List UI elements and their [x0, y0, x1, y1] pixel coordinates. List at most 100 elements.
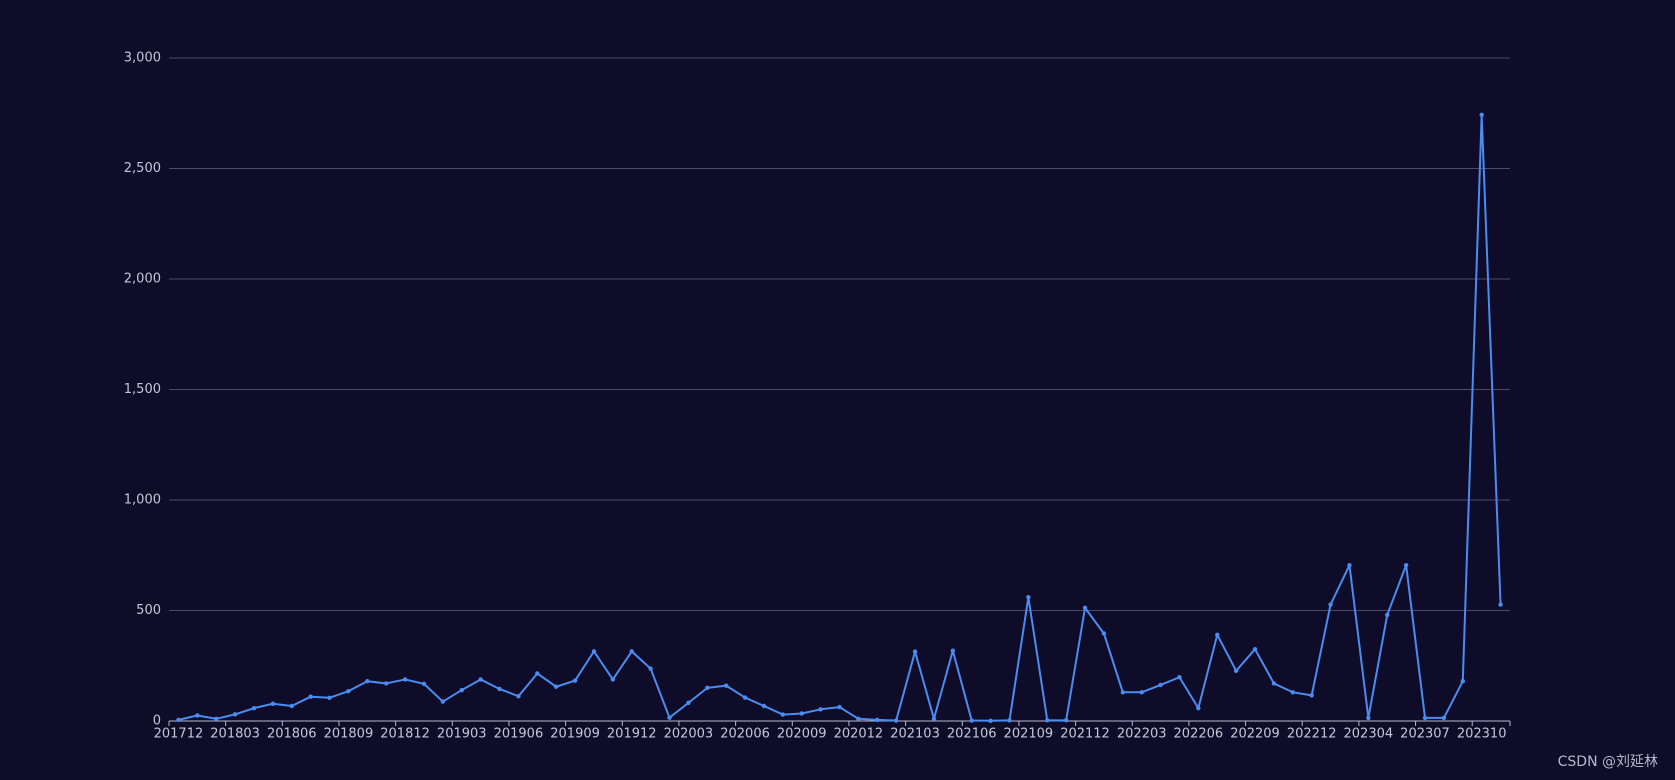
data-point: [421, 681, 427, 687]
y-tick-label: 2,000: [124, 272, 161, 287]
x-tick-label: 202203: [1117, 727, 1167, 742]
data-point: [648, 666, 653, 671]
data-point: [1007, 718, 1012, 723]
data-point: [1403, 562, 1409, 568]
data-point: [1479, 112, 1484, 117]
data-point: [251, 705, 257, 711]
data-point: [1441, 715, 1447, 721]
data-point: [214, 716, 219, 721]
data-point: [1082, 605, 1088, 611]
data-point: [572, 678, 578, 683]
data-point: [1120, 690, 1126, 695]
data-point: [176, 717, 181, 723]
data-point: [365, 679, 370, 684]
x-tick-label: 201712: [154, 727, 204, 742]
data-point: [629, 649, 634, 654]
data-point: [761, 703, 767, 709]
x-tick-label: 201803: [210, 727, 260, 742]
data-point: [195, 713, 200, 718]
data-point: [780, 712, 786, 717]
x-tick-label: 202012: [834, 727, 884, 742]
data-point: [1045, 718, 1050, 723]
data-point: [705, 685, 710, 691]
x-tick-label: 201806: [267, 727, 317, 742]
y-tick-label: 3,000: [124, 51, 161, 66]
data-point: [1101, 631, 1107, 636]
data-point: [969, 718, 974, 723]
data-point: [289, 703, 294, 709]
data-point: [478, 677, 483, 682]
data-point: [837, 704, 842, 710]
data-point: [553, 684, 559, 689]
data-point: [875, 717, 880, 723]
data-point: [497, 686, 502, 692]
data-point: [1385, 612, 1390, 618]
y-tick-label: 500: [136, 603, 161, 618]
data-point: [856, 716, 861, 721]
data-point: [1215, 632, 1220, 638]
y-tick-label: 1,500: [124, 382, 161, 397]
data-point: [931, 716, 937, 721]
x-tick-label: 201903: [437, 727, 487, 742]
data-point: [1177, 675, 1182, 680]
data-point: [893, 718, 899, 723]
data-point: [402, 677, 408, 682]
data-point: [912, 649, 918, 654]
series-line: [178, 113, 1502, 722]
x-tick-label: 202206: [1174, 727, 1224, 742]
x-tick-label: 202307: [1400, 727, 1450, 742]
y-tick-label: 0: [153, 714, 161, 729]
data-point: [384, 681, 389, 686]
x-tick-label: 202103: [890, 727, 940, 742]
x-tick-label: 202009: [777, 727, 827, 742]
data-point: [1271, 681, 1277, 686]
x-tick-label: 202106: [947, 727, 997, 742]
x-tick-label: 202006: [720, 727, 770, 742]
y-tick-label: 1,000: [124, 493, 161, 508]
data-point: [591, 649, 597, 654]
data-point: [723, 683, 729, 688]
data-point: [327, 695, 332, 700]
data-point: [346, 688, 351, 694]
data-point: [1309, 693, 1314, 698]
data-point: [1158, 682, 1163, 688]
data-point: [1063, 718, 1069, 723]
data-point: [1139, 690, 1144, 695]
data-point: [535, 671, 540, 676]
data-point: [1347, 562, 1352, 568]
data-point: [1026, 595, 1031, 600]
data-point: [1498, 602, 1503, 607]
data-point: [1460, 679, 1465, 684]
data-point: [988, 718, 993, 723]
x-tick-label: 201906: [494, 727, 544, 742]
data-point: [1196, 705, 1201, 711]
data-point: [686, 700, 691, 706]
data-point: [308, 694, 313, 699]
data-point: [1233, 668, 1239, 674]
x-tick-label: 202304: [1344, 727, 1394, 742]
watermark: CSDN @刘延林: [1558, 754, 1658, 770]
x-tick-label: 202003: [664, 727, 714, 742]
data-point: [459, 687, 464, 693]
x-tick-label: 201809: [324, 727, 374, 742]
y-tick-label: 2,500: [124, 161, 161, 176]
data-point: [270, 701, 276, 706]
x-tick-label: 201909: [550, 727, 600, 742]
data-point: [232, 712, 238, 717]
data-point: [610, 677, 616, 682]
data-point: [818, 707, 823, 712]
x-tick-label: 201912: [607, 727, 657, 742]
data-point: [1328, 602, 1333, 607]
data-point: [1422, 715, 1428, 721]
data-point: [1290, 690, 1295, 695]
data-point: [950, 648, 956, 653]
data-point: [1366, 715, 1371, 721]
x-tick-label: 202310: [1457, 727, 1507, 742]
data-point: [742, 695, 748, 700]
data-point: [799, 711, 804, 716]
x-tick-label: 201812: [380, 727, 430, 742]
x-tick-label: 202112: [1060, 727, 1110, 742]
data-point: [1252, 646, 1258, 652]
